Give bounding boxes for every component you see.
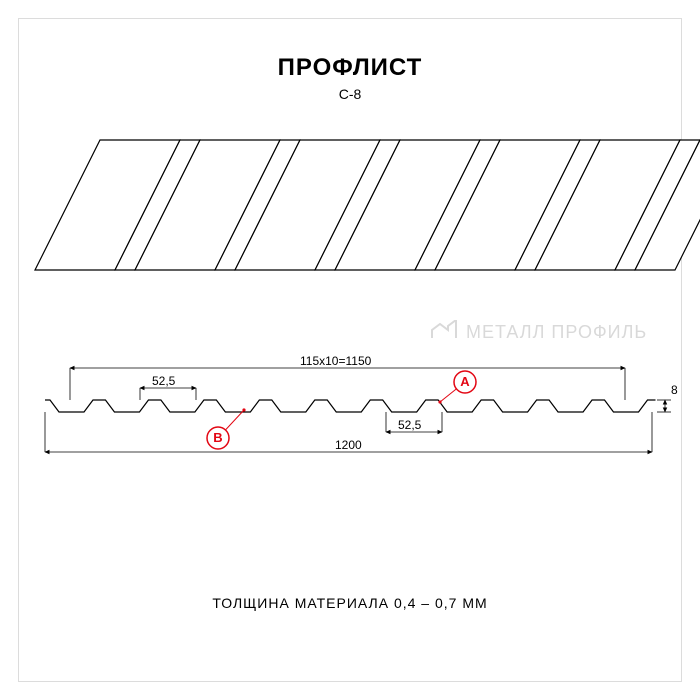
svg-text:A: A (460, 374, 470, 389)
svg-text:115х10=1150: 115х10=1150 (300, 354, 372, 368)
svg-text:52,5: 52,5 (398, 418, 422, 432)
svg-text:8: 8 (671, 383, 678, 397)
page: ПРОФЛИСТ С-8 МЕТАЛЛ ПРОФИЛЬ 115х10=11505… (0, 0, 700, 700)
svg-text:B: B (213, 430, 222, 445)
svg-text:1200: 1200 (335, 438, 362, 452)
svg-text:52,5: 52,5 (152, 374, 176, 388)
footer-text: ТОЛЩИНА МАТЕРИАЛА 0,4 – 0,7 ММ (0, 595, 700, 611)
